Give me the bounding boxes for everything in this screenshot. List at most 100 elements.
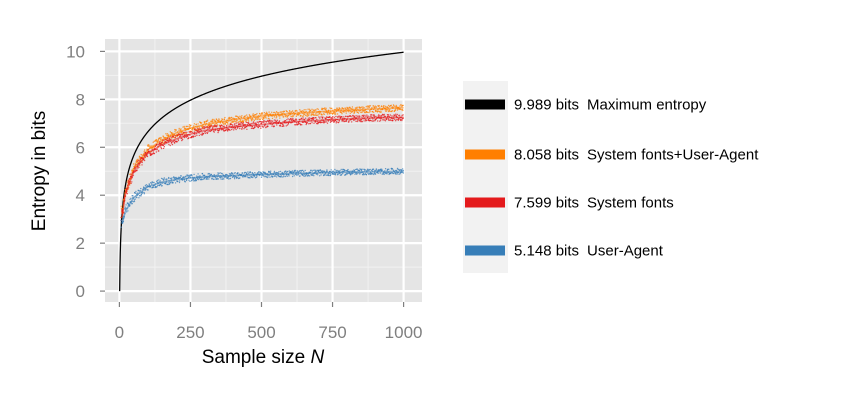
data-point: [273, 111, 275, 114]
data-point: [160, 183, 162, 185]
data-point: [183, 136, 186, 139]
data-point: [324, 174, 326, 176]
data-point: [197, 123, 199, 125]
data-point: [348, 120, 350, 122]
series-maximum-entropy: [119, 51, 404, 292]
data-point: [244, 115, 246, 117]
data-point: [130, 173, 132, 175]
data-point: [350, 172, 352, 175]
data-point: [375, 106, 378, 108]
data-point: [174, 130, 176, 132]
data-point: [374, 105, 376, 107]
legend-value: 5.148 bits: [514, 243, 579, 260]
data-point: [182, 133, 184, 135]
data-point: [206, 125, 208, 128]
data-point: [360, 106, 363, 108]
data-point: [127, 210, 129, 212]
data-point: [264, 125, 266, 127]
data-point: [265, 176, 268, 178]
data-point: [363, 111, 366, 114]
data-point: [304, 174, 307, 177]
data-point: [321, 114, 323, 116]
data-point: [143, 150, 145, 153]
data-point: [243, 123, 246, 126]
data-point: [181, 138, 184, 141]
data-point: [358, 119, 360, 121]
data-point: [151, 183, 153, 185]
data-point: [381, 115, 383, 117]
data-point: [189, 180, 191, 183]
data-point: [246, 119, 248, 121]
data-point: [223, 178, 225, 180]
data-point: [319, 175, 321, 177]
data-point: [177, 180, 179, 183]
data-point: [337, 174, 339, 176]
data-point: [315, 113, 317, 115]
data-point: [347, 168, 349, 171]
data-point: [301, 124, 303, 126]
data-point: [388, 168, 390, 170]
data-point: [161, 185, 163, 187]
data-point: [207, 131, 209, 133]
data-point: [383, 173, 385, 176]
data-point: [183, 131, 185, 134]
data-point: [124, 208, 126, 210]
data-point: [241, 126, 244, 129]
data-point: [144, 184, 147, 187]
data-point: [186, 174, 188, 176]
data-point: [396, 105, 398, 108]
data-point: [284, 171, 286, 173]
data-point: [249, 177, 251, 179]
legend-label-maximum-entropy: 9.989 bits Maximum entropy: [514, 97, 707, 114]
data-point: [247, 176, 250, 179]
data-point: [333, 116, 335, 119]
data-point: [363, 120, 365, 122]
data-point: [259, 125, 261, 128]
data-point: [128, 177, 131, 180]
data-point: [393, 118, 395, 120]
data-point: [216, 124, 218, 127]
data-point: [213, 131, 215, 133]
data-point: [308, 123, 310, 125]
data-point: [289, 111, 291, 113]
data-point: [204, 126, 206, 128]
data-point: [354, 119, 356, 121]
data-point: [341, 113, 343, 115]
data-point: [365, 115, 367, 118]
data-point: [244, 118, 246, 121]
data-point: [211, 118, 214, 121]
data-point: [181, 139, 183, 142]
data-point: [162, 139, 164, 141]
data-point: [136, 170, 138, 172]
x-tick-label: 750: [318, 323, 346, 342]
data-point: [373, 173, 375, 176]
data-point: [222, 177, 224, 179]
data-point: [295, 115, 298, 118]
data-point: [147, 149, 149, 151]
data-point: [398, 118, 400, 120]
data-point: [234, 172, 236, 174]
data-point: [156, 179, 159, 182]
data-point: [343, 116, 345, 118]
data-point: [160, 147, 163, 150]
data-point: [274, 175, 276, 177]
data-point: [223, 122, 225, 125]
data-point: [395, 173, 397, 175]
data-point: [138, 197, 140, 199]
data-point: [263, 121, 265, 124]
data-point: [252, 113, 254, 115]
data-point: [286, 124, 289, 126]
data-point: [141, 192, 143, 194]
data-point: [286, 175, 288, 177]
data-point: [160, 177, 163, 180]
data-point: [378, 114, 380, 116]
data-point: [179, 176, 182, 179]
data-point: [150, 153, 153, 156]
data-point: [132, 195, 134, 197]
data-point: [236, 122, 238, 124]
data-point: [242, 122, 244, 124]
data-point: [201, 122, 203, 124]
data-point: [275, 120, 278, 123]
data-point: [180, 133, 182, 135]
data-point: [291, 170, 294, 172]
